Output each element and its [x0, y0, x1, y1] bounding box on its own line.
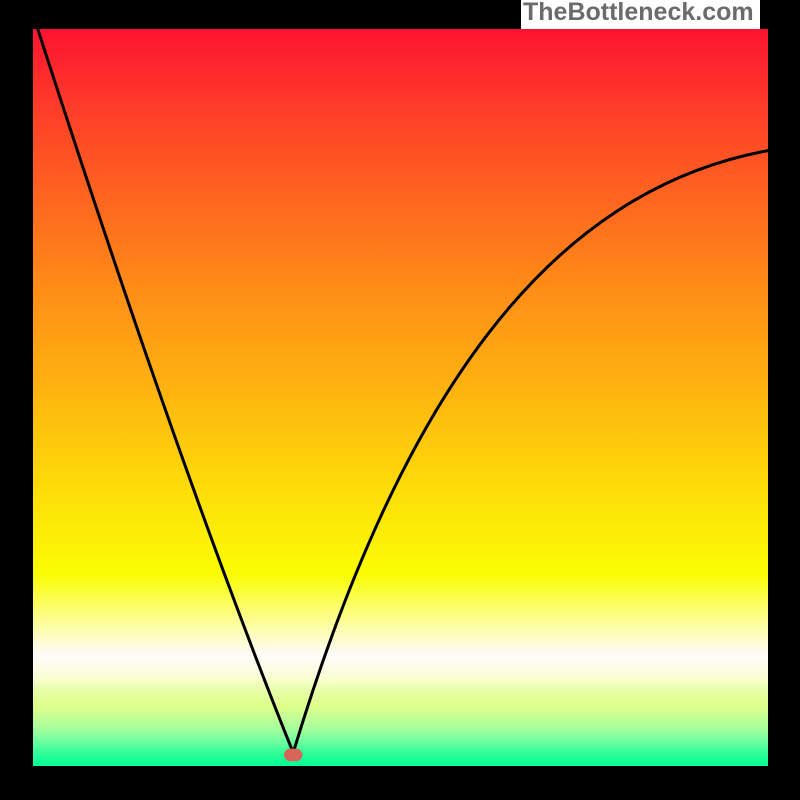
plot-area: [33, 29, 768, 766]
minimum-marker: [284, 749, 302, 762]
chart-frame: TheBottleneck.com: [0, 0, 800, 800]
plot-svg: [33, 29, 768, 766]
gradient-background: [33, 29, 768, 766]
watermark-label: TheBottleneck.com: [521, 0, 760, 29]
